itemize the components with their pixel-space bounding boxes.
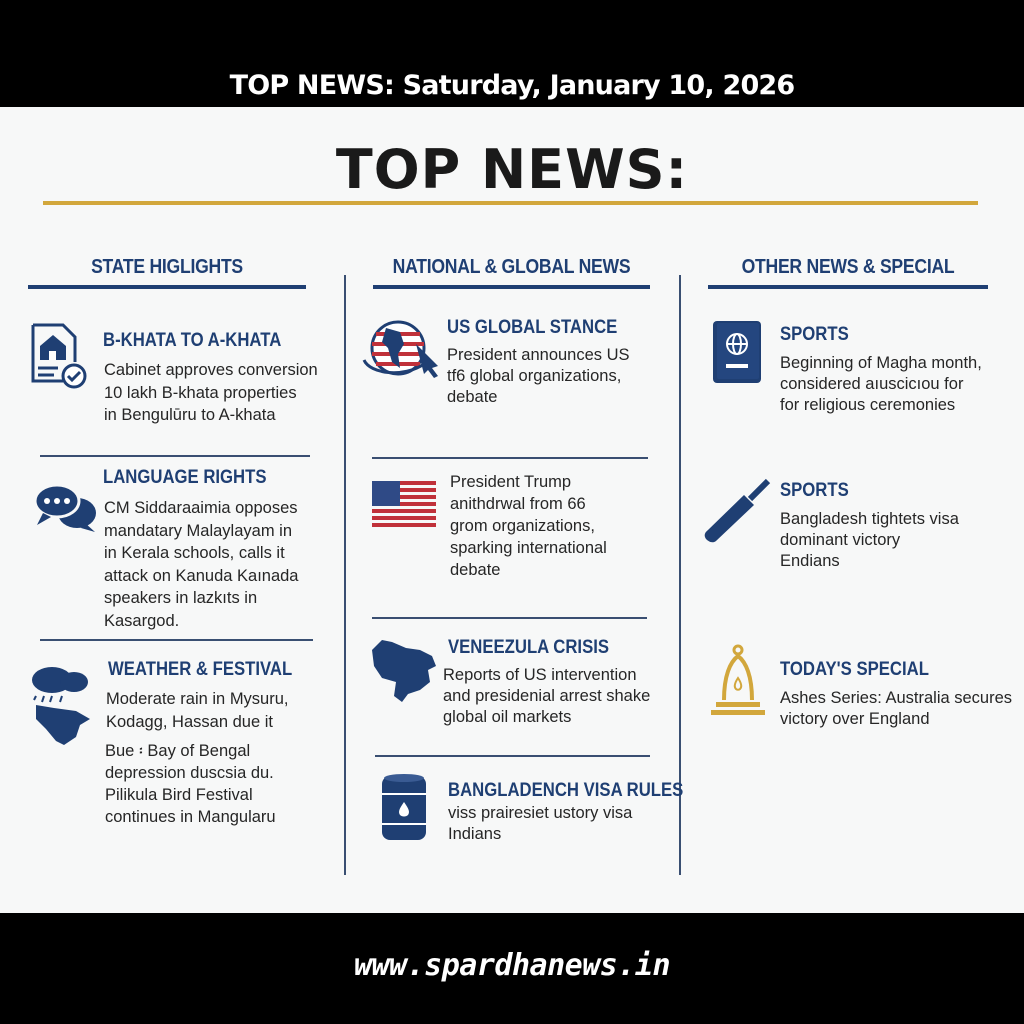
oil-barrel-icon (382, 774, 426, 840)
news-body: Ashes Series: Australia secures victory … (780, 689, 1013, 728)
top-bar (0, 0, 1024, 107)
news-body: President announces US tf6 global organi… (447, 346, 630, 406)
news-heading: TODAY'S SPECIAL (780, 659, 929, 680)
news-body: viss prairesiet ustory visa Indians (448, 804, 633, 843)
news-heading: VENEEZULA CRISIS (448, 637, 610, 658)
rain-cloud-map-icon (32, 667, 90, 745)
gold-divider (43, 201, 978, 205)
news-body-continued: Bue ፡ Bay of Bengal depression duscsia d… (105, 742, 276, 826)
news-body: Bangladesh tightets visa dominant victor… (780, 510, 959, 570)
news-body: Beginning of Magha month, considered aıu… (780, 354, 982, 414)
news-heading: SPORTS (780, 480, 849, 501)
item-divider (372, 617, 647, 619)
column-underline (28, 285, 306, 289)
news-heading: SPORTS (780, 324, 849, 345)
column-underline (708, 285, 988, 289)
globe-flag-cursor-icon (362, 320, 438, 378)
item-divider (40, 639, 313, 641)
us-flag-icon (372, 481, 436, 527)
column-underline (373, 285, 650, 289)
venezuela-map-icon (372, 640, 436, 702)
item-divider (372, 457, 648, 459)
news-body: President Trump anithdrwal from 66 grom … (450, 473, 607, 579)
speech-bubbles-icon (33, 483, 96, 532)
news-body: CM Siddaraaimia opposes mandatary Malayl… (104, 499, 299, 630)
footer-bar (0, 913, 1024, 1024)
news-heading: B-KHATA TO A-KHATA (103, 330, 282, 351)
item-divider (40, 455, 310, 457)
news-heading: US GLOBAL STANCE (447, 317, 618, 338)
date-title: TOP NEWS: Saturday, January 10, 2026 (229, 70, 796, 101)
page-title: TOP NEWS: (335, 138, 689, 201)
document-house-check-icon (31, 323, 87, 389)
news-body: Reports of US intervention and presideni… (443, 666, 651, 726)
column-divider (679, 275, 681, 875)
news-heading: WEATHER & FESTIVAL (108, 659, 293, 680)
news-heading: LANGUAGE RIGHTS (103, 467, 267, 488)
column-divider (344, 275, 346, 875)
news-heading: BANGLADENCH VISA RULES (448, 780, 684, 801)
passport-icon (713, 321, 761, 383)
column-title-national: NATIONAL & GLOBAL NEWS (392, 256, 631, 278)
news-body: Moderate rain in Mysuru, Kodagg, Hassan … (106, 690, 289, 731)
item-divider (375, 755, 650, 757)
cricket-bat-icon (704, 478, 771, 543)
column-title-state: STATE HIGLIGHTS (91, 256, 243, 278)
news-body: Cabinet approves conversion 10 lakh B-kh… (104, 361, 318, 424)
column-title-other: OTHER NEWS & SPECIAL (741, 256, 955, 278)
website-url[interactable]: www.spardhanews.in (353, 948, 671, 983)
lamp-icon (711, 644, 765, 715)
